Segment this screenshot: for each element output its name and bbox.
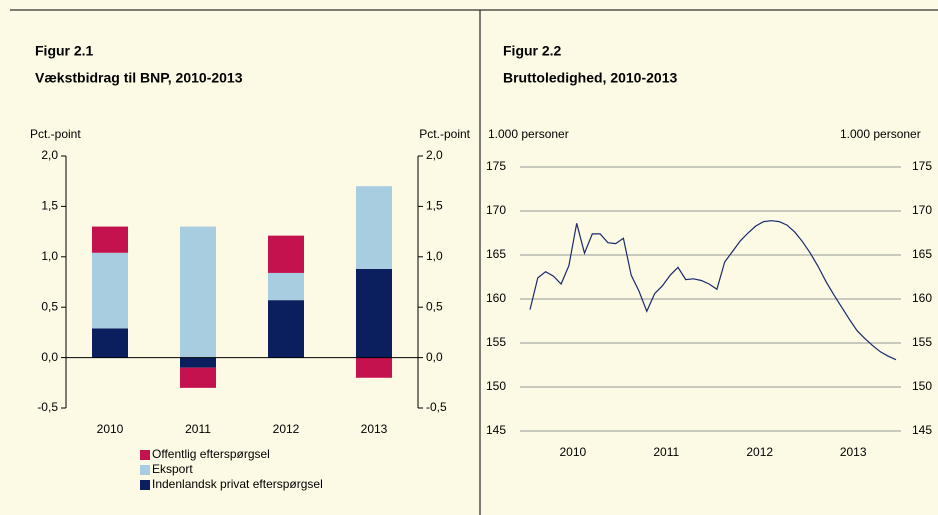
bar (356, 268, 392, 358)
x-tick-label: 2013 (840, 445, 867, 459)
y2-axis-label: Pct.-point (419, 127, 470, 141)
y-tick-label: 165 (486, 247, 506, 261)
x-tick-label: 2010 (97, 422, 124, 436)
y2-tick-label: 170 (912, 203, 932, 217)
y2-tick-label: 160 (912, 291, 932, 305)
x-tick-label: 2013 (361, 422, 388, 436)
bar (92, 328, 128, 358)
x-tick-label: 2012 (746, 445, 773, 459)
y2-tick-label: 0,5 (426, 299, 443, 313)
y2-tick-label: 155 (912, 335, 932, 349)
y-tick-label: 1,5 (41, 199, 58, 213)
bar (356, 186, 392, 269)
bar (356, 357, 392, 378)
legend-swatch (140, 450, 150, 460)
y2-tick-label: 150 (912, 379, 932, 393)
y-tick-label: 0,0 (41, 350, 58, 364)
legend-swatch (140, 465, 150, 475)
y2-tick-label: 175 (912, 159, 932, 173)
bar (180, 357, 216, 368)
y-tick-label: 145 (486, 423, 506, 437)
figure-label: Figur 2.2 (503, 43, 562, 59)
bar (92, 252, 128, 329)
x-tick-label: 2012 (273, 422, 300, 436)
y-tick-label: 0,5 (41, 299, 58, 313)
legend-label: Offentlig efterspørgsel (152, 447, 270, 461)
y2-tick-label: 165 (912, 247, 932, 261)
bar (268, 235, 304, 273)
y-tick-label: 1,0 (41, 249, 58, 263)
bar (180, 226, 216, 358)
y2-tick-label: 0,0 (426, 350, 443, 364)
legend-swatch (140, 480, 150, 490)
y2-tick-label: 145 (912, 423, 932, 437)
legend-label: Eksport (152, 462, 193, 476)
x-tick-label: 2010 (559, 445, 586, 459)
y-tick-label: 175 (486, 159, 506, 173)
y2-tick-label: 1,0 (426, 249, 443, 263)
line (529, 220, 897, 361)
y-tick-label: 170 (486, 203, 506, 217)
y-axis-label: Pct.-point (30, 127, 81, 141)
y-tick-label: 150 (486, 379, 506, 393)
chart-title: Bruttoledighed, 2010-2013 (503, 70, 677, 86)
y2-axis-label: 1.000 personer (840, 127, 921, 141)
chart-title: Vækstbidrag til BNP, 2010-2013 (35, 70, 243, 86)
legend-label: Indenlandsk privat efterspørgsel (152, 477, 323, 491)
x-tick-label: 2011 (653, 445, 679, 459)
y-tick-label: 160 (486, 291, 506, 305)
figure-label: Figur 2.1 (35, 43, 94, 59)
y-tick-label: 155 (486, 335, 506, 349)
y2-tick-label: -0,5 (426, 400, 447, 414)
y2-tick-label: 1,5 (426, 199, 443, 213)
y-axis-label: 1.000 personer (488, 127, 569, 141)
y2-tick-label: 2,0 (426, 148, 443, 162)
y-tick-label: 2,0 (41, 148, 58, 162)
bar (180, 367, 216, 388)
bar (92, 226, 128, 253)
x-tick-label: 2011 (185, 422, 211, 436)
bar (268, 272, 304, 301)
y-tick-label: -0,5 (37, 400, 58, 414)
bar (268, 300, 304, 358)
